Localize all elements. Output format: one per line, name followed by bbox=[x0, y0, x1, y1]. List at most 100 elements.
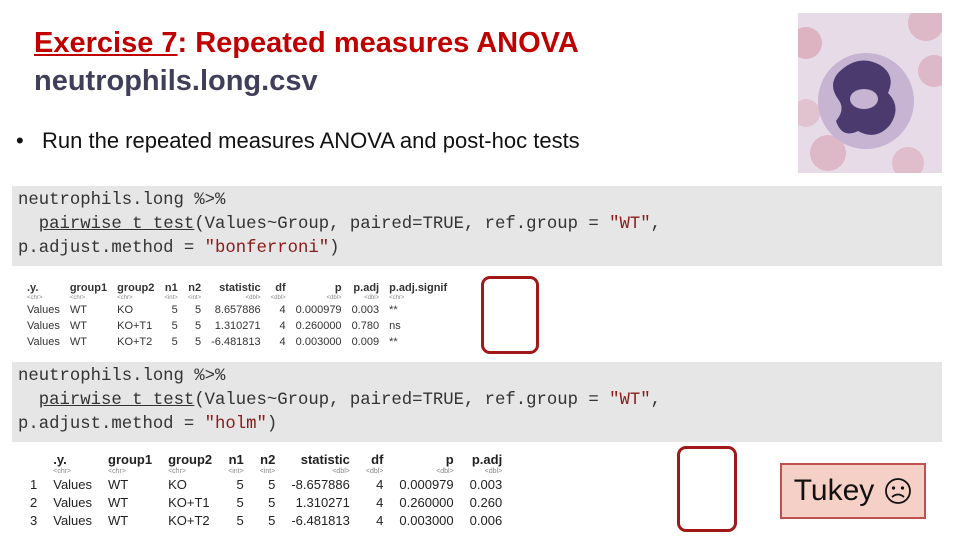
code-punct: ) bbox=[329, 239, 340, 258]
column-header bbox=[22, 452, 45, 467]
file-name: neutrophils.long.csv bbox=[34, 65, 318, 97]
table-cell: 4 bbox=[376, 512, 384, 528]
table-header-row: .y. group1 group2 n1 n2 statistic df p p… bbox=[22, 282, 452, 294]
table-cell: 5 bbox=[268, 476, 276, 492]
column-type: <dbl> bbox=[270, 295, 286, 301]
column-type: <dbl> bbox=[245, 295, 261, 301]
tukey-label: Tukey bbox=[793, 474, 875, 507]
table-row: 2 Values WT KO+T1 5 5 1.310271 4 0.26000… bbox=[22, 493, 510, 511]
column-type: <dbl> bbox=[484, 467, 503, 475]
table-cell: KO bbox=[117, 304, 134, 316]
column-type: <dbl> bbox=[332, 467, 350, 475]
column-type: <dbl> bbox=[365, 467, 384, 475]
table-cell: 1.310271 bbox=[295, 494, 350, 510]
bullet-text: Run the repeated measures ANOVA and post… bbox=[42, 128, 580, 153]
column-type: <chr> bbox=[53, 467, 72, 475]
table-header-row: .y. group1 group2 n1 n2 statistic df p p… bbox=[22, 452, 510, 467]
code-function: pairwise_t_test bbox=[38, 391, 195, 410]
table-cell: Values bbox=[53, 476, 93, 492]
table-cell: 5 bbox=[236, 476, 244, 492]
code-string: "holm" bbox=[204, 415, 267, 434]
table-cell: 4 bbox=[279, 304, 286, 316]
code-punct: ) bbox=[266, 415, 278, 434]
frown-icon bbox=[885, 478, 912, 504]
code-function: pairwise_t_test bbox=[38, 215, 195, 234]
table-cell: Values bbox=[27, 336, 60, 348]
table-row: 3 Values WT KO+T2 5 5 -6.481813 4 0.0030… bbox=[22, 511, 510, 529]
column-header: p.adj.signif bbox=[389, 282, 448, 294]
table-cell: 5 bbox=[171, 336, 178, 348]
column-type: <dbl> bbox=[326, 295, 342, 301]
code-string: "WT" bbox=[609, 215, 651, 234]
column-header: p bbox=[445, 452, 454, 467]
table-cell: 0.260000 bbox=[295, 320, 342, 332]
table-cell: 0.006 bbox=[469, 512, 503, 528]
table-cell: 0.003000 bbox=[399, 512, 454, 528]
column-header: .y. bbox=[53, 452, 67, 467]
table-type-row: <chr> <chr> <chr> <int> <int> <dbl> <dbl… bbox=[22, 467, 510, 475]
table-cell: 5 bbox=[194, 320, 202, 332]
code-punct: , bbox=[650, 391, 661, 410]
table-cell: KO+T1 bbox=[168, 494, 210, 510]
table-cell: 5 bbox=[236, 512, 244, 528]
table-cell: Values bbox=[53, 494, 93, 510]
table-row: Values WT KO+T1 5 5 1.310271 4 0.260000 … bbox=[22, 318, 452, 334]
column-header: df bbox=[371, 452, 384, 467]
column-type: <chr> bbox=[27, 295, 43, 301]
table-cell: ** bbox=[389, 304, 398, 316]
column-type: <chr> bbox=[168, 467, 186, 475]
table-cell: WT bbox=[108, 494, 129, 510]
table-cell: -6.481813 bbox=[291, 512, 350, 528]
table-cell: 5 bbox=[194, 304, 202, 316]
table-cell: 5 bbox=[268, 494, 276, 510]
column-header: n2 bbox=[260, 452, 276, 467]
column-header: .y. bbox=[27, 282, 39, 294]
results-table-holm: .y. group1 group2 n1 n2 statistic df p p… bbox=[22, 452, 510, 529]
code-args: (Values~Group, paired=TRUE, ref.group = bbox=[194, 391, 610, 410]
column-header: group2 bbox=[168, 452, 213, 467]
code-block-holm: neutrophils.long %>% pairwise_t_test(Val… bbox=[12, 362, 942, 442]
neutrophil-micrograph-icon bbox=[798, 13, 942, 173]
code-args: (Values~Group, paired=TRUE, ref.group = bbox=[194, 215, 610, 234]
table-cell: 0.260000 bbox=[399, 494, 454, 510]
code-args: p.adjust.method = bbox=[18, 415, 205, 434]
title-text: : Repeated measures ANOVA bbox=[177, 27, 579, 59]
table-cell: 0.260 bbox=[469, 494, 503, 510]
table-cell: 0.003000 bbox=[295, 336, 342, 348]
table-cell: -6.481813 bbox=[211, 336, 261, 348]
table-cell: WT bbox=[69, 336, 87, 348]
table-cell: 8.657886 bbox=[214, 304, 261, 316]
exercise-label: Exercise 7 bbox=[34, 27, 178, 59]
bullet-icon: • bbox=[16, 128, 24, 153]
table-cell: 4 bbox=[279, 336, 286, 348]
code-string: "WT" bbox=[609, 391, 651, 410]
neutrophil-image bbox=[798, 13, 942, 173]
column-type: <dbl> bbox=[436, 467, 454, 475]
column-header: n1 bbox=[228, 452, 244, 467]
table-cell: 5 bbox=[194, 336, 202, 348]
table-cell: 0.003 bbox=[351, 304, 380, 316]
table-row: Values WT KO+T2 5 5 -6.481813 4 0.003000… bbox=[22, 334, 452, 350]
column-header: p.adj bbox=[353, 282, 380, 294]
p-adj-highlight bbox=[481, 276, 539, 354]
column-header: group2 bbox=[117, 282, 155, 294]
table-cell: 5 bbox=[171, 320, 178, 332]
column-header: group1 bbox=[108, 452, 153, 467]
table-row: Values WT KO 5 5 8.657886 4 0.000979 0.0… bbox=[22, 302, 452, 318]
bullet-item: • Run the repeated measures ANOVA and pos… bbox=[16, 128, 580, 154]
column-type bbox=[22, 467, 45, 475]
table-cell: WT bbox=[69, 304, 87, 316]
table-cell: ns bbox=[389, 320, 401, 332]
column-type: <dbl> bbox=[364, 295, 380, 301]
table-cell: 5 bbox=[171, 304, 178, 316]
column-type: <chr> bbox=[69, 295, 86, 301]
table-cell: KO+T2 bbox=[168, 512, 210, 528]
table-cell: 0.000979 bbox=[295, 304, 342, 316]
results-table-bonferroni: .y. group1 group2 n1 n2 statistic df p p… bbox=[22, 282, 452, 350]
table-cell: 0.003 bbox=[469, 476, 503, 492]
p-adj-highlight bbox=[677, 446, 737, 532]
table-cell: 0.009 bbox=[351, 336, 380, 348]
code-block-bonferroni: neutrophils.long %>% pairwise_t_test(Val… bbox=[12, 186, 942, 266]
table-type-row: <chr> <chr> <chr> <int> <int> <dbl> <dbl… bbox=[22, 294, 452, 302]
table-cell: Values bbox=[27, 320, 60, 332]
